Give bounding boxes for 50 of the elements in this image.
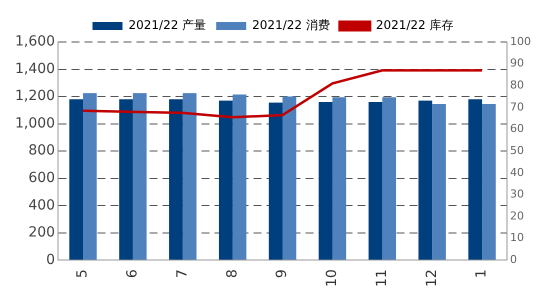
bar — [83, 93, 97, 260]
y2-tick-label: 90 — [510, 56, 524, 70]
y-tick-label: 0 — [46, 252, 56, 268]
bar — [119, 99, 133, 260]
legend-label: 2021/22 消费 — [252, 18, 330, 32]
y2-tick-label: 50 — [510, 144, 524, 157]
x-tick-label: 7 — [174, 269, 190, 278]
bar — [169, 99, 183, 260]
y-tick-label: 800 — [28, 142, 56, 159]
y2-tick-label: 10 — [510, 231, 524, 244]
bar — [332, 97, 346, 260]
y-tick-label: 1,600 — [14, 34, 56, 50]
x-tick-label: 5 — [74, 269, 91, 278]
bar — [268, 102, 283, 260]
bar — [69, 99, 84, 260]
y-tick-label: 1,400 — [14, 60, 56, 77]
bar — [318, 102, 332, 260]
x-tick-label: 9 — [274, 269, 290, 278]
x-tick-label: 10 — [324, 269, 340, 288]
x-tick-label: 1 — [474, 269, 490, 278]
bar — [182, 93, 196, 260]
y2-tick-label: 60 — [510, 122, 524, 136]
legend-label: 2021/22 库存 — [376, 18, 454, 32]
y2-tick-label: 80 — [510, 78, 524, 92]
y-tick-label: 1,000 — [14, 115, 56, 132]
bar — [418, 100, 432, 260]
y-tick-label: 400 — [28, 197, 56, 214]
y-tick-label: 600 — [28, 170, 56, 186]
bar — [468, 99, 482, 260]
y2-tick-label: 30 — [510, 188, 524, 201]
y-tick-label: 200 — [28, 224, 56, 241]
bar — [218, 100, 233, 260]
y2-tick-label: 40 — [510, 166, 524, 179]
x-tick-label: 6 — [124, 269, 141, 278]
bar — [382, 97, 396, 260]
y2-tick-label: 20 — [510, 209, 524, 222]
bar — [282, 96, 296, 260]
y2-tick-label: 70 — [510, 100, 524, 114]
y2-tick-label: 0 — [510, 253, 518, 266]
legend-label: 2021/22 产量 — [128, 18, 206, 32]
bar — [432, 104, 446, 260]
x-tick-label: 8 — [224, 269, 240, 278]
x-tick-label: 12 — [424, 269, 440, 288]
bar — [368, 102, 382, 260]
x-tick-label: 11 — [374, 269, 390, 288]
y-tick-label: 1,200 — [14, 88, 56, 104]
y2-tick-label: 100 — [510, 34, 532, 48]
bar — [482, 104, 496, 260]
bar — [232, 94, 246, 260]
bar — [132, 93, 147, 260]
